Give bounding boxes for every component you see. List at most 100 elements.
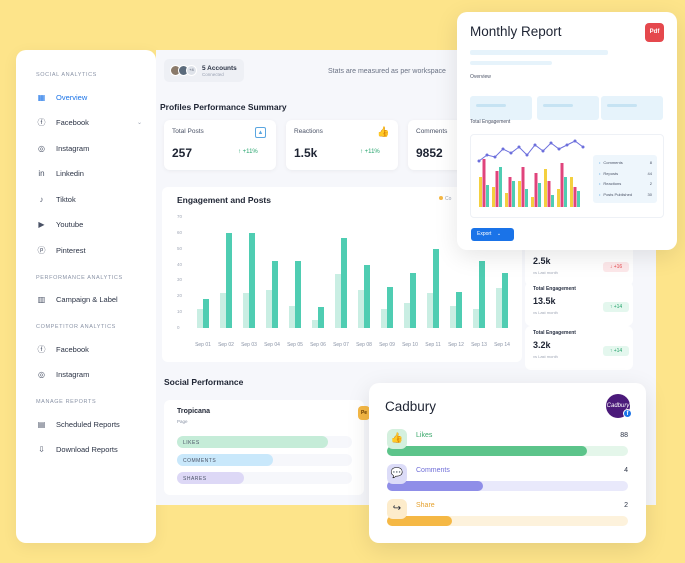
bar-series-2[interactable] [295, 261, 301, 328]
bar-series-2[interactable] [341, 237, 347, 328]
kpi-card-total-posts: Total Posts ▲ 257 ↑ +11% [164, 120, 276, 170]
report-bar [544, 169, 547, 207]
x-tick-label: Sep 08 [356, 342, 372, 348]
metric-value: 4 [624, 467, 628, 474]
sidebar-item-label: Instagram [56, 143, 90, 153]
pdf-icon[interactable]: Pdf [645, 23, 664, 42]
sidebar-item-tiktok[interactable]: ♪ Tiktok [36, 192, 156, 206]
y-tick-label: 50 [177, 245, 183, 251]
report-bar [499, 167, 502, 207]
sidebar-item-campaign-label[interactable]: ▥ Campaign & Label [36, 293, 156, 307]
bar-series-1[interactable] [220, 293, 226, 328]
sidebar-item-scheduled-reports[interactable]: ▤ Scheduled Reports [36, 417, 156, 431]
sidebar-section-title: SOCIAL ANALYTICS [36, 72, 97, 78]
change-badge: ↑ +14 [603, 302, 629, 312]
chart-title: Engagement and Posts [177, 195, 271, 205]
instagram-icon: ◎ [38, 370, 45, 379]
sidebar-item-label: Linkedin [56, 169, 84, 178]
progress-fill [177, 436, 328, 448]
sidebar-item-label: Download Reports [56, 445, 118, 454]
sidebar-item-label: Pinterest [56, 245, 86, 255]
bar-series-2[interactable] [479, 261, 485, 328]
y-tick-label: 30 [177, 277, 183, 283]
thumbs-up-icon: 👍 [377, 127, 390, 138]
bar-series-2[interactable] [502, 272, 508, 328]
mini-value: 2.5k [533, 256, 551, 266]
progress-fill [177, 454, 274, 466]
sidebar-item-label: Tiktok [56, 194, 76, 204]
accounts-label: 5 Accounts [202, 64, 237, 72]
profiles-title: Profiles Performance Summary [160, 102, 287, 112]
progress-fill [387, 516, 453, 526]
linkedin-icon: in [38, 169, 45, 178]
bar-series-2[interactable] [410, 272, 416, 328]
bar-series-2[interactable] [203, 299, 209, 328]
sidebar-item-label: Overview [56, 92, 88, 102]
social-performance-card: Tropicana Page LIKES COMMENTS SHARES [164, 400, 364, 495]
mini-sub: vs Last month [533, 310, 558, 315]
bar-series-2[interactable] [249, 232, 255, 328]
bar-series-1[interactable] [473, 308, 479, 328]
export-button[interactable]: Export ⌄ [471, 228, 514, 241]
sidebar-item-label: Youtube [56, 220, 84, 229]
chevron-down-icon[interactable]: ⌄ [136, 119, 142, 126]
report-bar [521, 167, 525, 207]
sidebar-item-pinterest[interactable]: ⓟ Pinterest [36, 243, 156, 257]
x-tick-label: Sep 09 [379, 342, 395, 348]
sidebar-item-instagram[interactable]: ◎ Instagram [36, 368, 156, 382]
bar-series-1[interactable] [381, 308, 387, 328]
metric-label: Comments [416, 467, 450, 474]
kpi-value: 1.5k [294, 146, 318, 160]
x-tick-label: Sep 14 [494, 342, 510, 348]
sidebar-item-facebook[interactable]: ⓕ Facebook ⌄ [36, 116, 156, 130]
facebook-icon: ⓕ [37, 118, 46, 127]
bar-series-2[interactable] [433, 248, 439, 328]
bar-series-2[interactable] [387, 286, 393, 328]
kpi-change: ↑ +11% [360, 149, 380, 155]
bar-series-1[interactable] [404, 302, 410, 328]
sidebar-item-overview[interactable]: ▦ Overview [36, 90, 156, 104]
report-bar [486, 185, 489, 207]
bar-series-1[interactable] [450, 305, 456, 328]
cadbury-card: Cadbury Cadbury f 👍 Likes 88 💬 Comments 4 ↪ Sha… [369, 383, 646, 543]
bar-series-2[interactable] [318, 307, 324, 328]
change-badge: ↓ +16 [603, 262, 629, 272]
report-bar [518, 181, 521, 207]
sidebar-item-facebook[interactable]: ⓕ Facebook [36, 342, 156, 356]
metric-label: COMMENTS [183, 458, 217, 464]
sidebar-item-label: Instagram [56, 370, 90, 379]
report-point [549, 141, 553, 145]
accounts-selector[interactable]: +4 5 Accounts Connected [164, 59, 244, 82]
x-tick-label: Sep 10 [402, 342, 418, 348]
bar-series-2[interactable] [456, 291, 462, 328]
report-bar [570, 177, 573, 207]
sidebar-item-youtube[interactable]: ▶ Youtube [36, 218, 156, 232]
report-bar [577, 191, 580, 207]
youtube-icon: ▶ [38, 220, 45, 229]
bar-series-1[interactable] [243, 293, 249, 328]
sidebar-item-linkedin[interactable]: in Linkedin [36, 167, 156, 181]
bar-series-2[interactable] [364, 264, 370, 328]
report-point [557, 147, 561, 151]
bar-series-1[interactable] [266, 289, 272, 328]
bar-series-1[interactable] [427, 293, 433, 328]
placeholder-line [470, 61, 552, 65]
facebook-icon: ⓕ [37, 344, 46, 354]
bar-series-1[interactable] [197, 308, 203, 328]
bar-series-1[interactable] [358, 289, 364, 328]
bar-series-1[interactable] [289, 305, 295, 328]
bar-series-1[interactable] [496, 288, 502, 328]
bar-series-1[interactable] [312, 320, 318, 328]
bar-series-1[interactable] [335, 274, 341, 328]
bar-series-2[interactable] [226, 232, 232, 328]
sidebar-item-instagram[interactable]: ◎ Instagram [36, 141, 156, 155]
report-point [509, 151, 513, 155]
page-name: Tropicana [177, 408, 211, 415]
engagement-mini-card: Total Engagement 13.5k vs Last month ↑ +… [525, 282, 633, 326]
bar-series-2[interactable] [272, 261, 278, 328]
x-tick-label: Sep 13 [471, 342, 487, 348]
y-tick-label: 20 [177, 293, 183, 299]
kpi-label: Comments [416, 128, 448, 135]
sidebar-item-download-reports[interactable]: ⇩ Download Reports [36, 443, 156, 457]
